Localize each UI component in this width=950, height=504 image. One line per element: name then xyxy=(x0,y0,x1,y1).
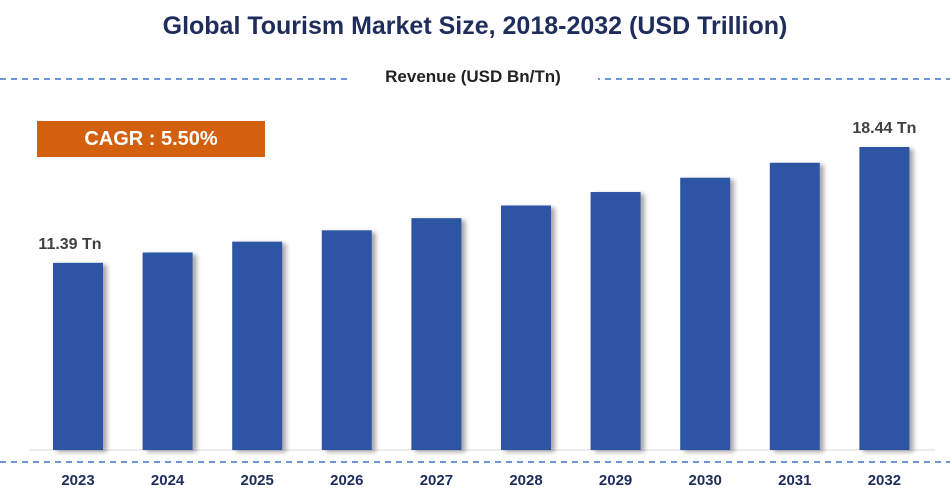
chart-title: Global Tourism Market Size, 2018-2032 (U… xyxy=(162,12,788,40)
x-tick-label: 2025 xyxy=(241,472,274,489)
x-tick-label: 2026 xyxy=(330,472,363,489)
bar-2026 xyxy=(321,230,372,450)
x-tick-label: 2032 xyxy=(868,472,901,489)
chart-subtitle: Revenue (USD Bn/Tn) xyxy=(348,67,598,87)
bar-2031 xyxy=(769,162,820,450)
bar-2023 xyxy=(53,262,103,450)
x-tick-label: 2031 xyxy=(778,472,811,489)
data-label: 11.39 Tn xyxy=(38,236,101,253)
cagr-badge: CAGR : 5.50% xyxy=(37,121,265,157)
data-label: 18.44 Tn xyxy=(852,120,916,137)
bar-2025 xyxy=(232,241,283,450)
bar-2029 xyxy=(590,192,641,451)
x-tick-label: 2029 xyxy=(599,472,632,489)
bar-2027 xyxy=(411,218,462,450)
x-tick-label: 2024 xyxy=(151,472,185,489)
x-tick-label: 2023 xyxy=(61,472,94,489)
x-tick-label: 2030 xyxy=(689,472,722,489)
bar-2028 xyxy=(501,205,551,450)
bar-2030 xyxy=(680,177,731,450)
bar-2024 xyxy=(142,252,193,450)
bar-2032 xyxy=(859,147,910,450)
x-tick-label: 2027 xyxy=(420,472,453,489)
x-tick-label: 2028 xyxy=(509,472,542,489)
